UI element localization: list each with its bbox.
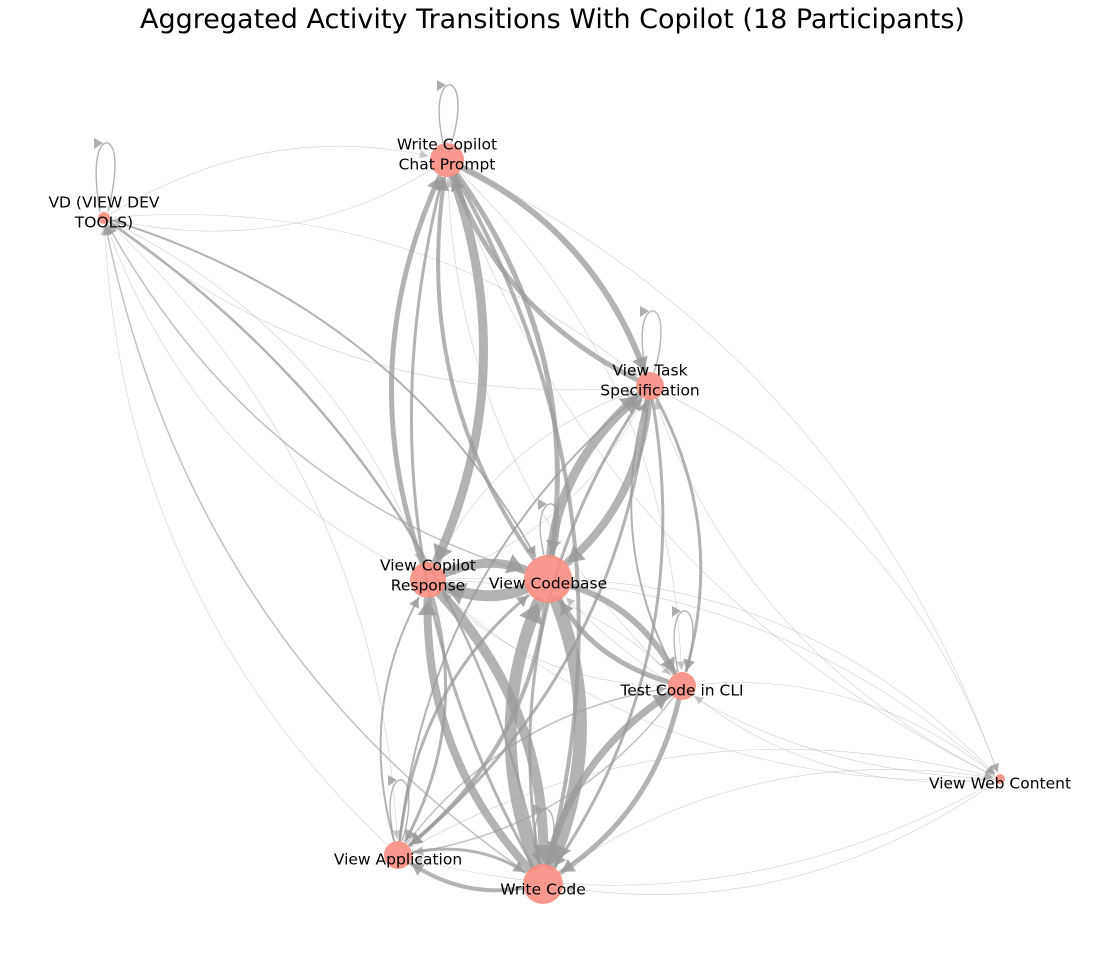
node-label-web: View Web Content: [929, 775, 1071, 793]
edge-app-to-resp: [379, 596, 420, 842]
node-label-app: View Application: [334, 851, 462, 869]
edge-resp-to-vd: [105, 225, 412, 572]
edge-app-to-vd: [100, 225, 388, 845]
nodes-layer: [98, 143, 1005, 904]
edge-write-to-app: [409, 861, 525, 893]
edge-task-to-resp: [446, 399, 644, 575]
edge-web-to-app: [413, 781, 996, 886]
self-loop-write: [533, 804, 555, 865]
edges-layer: [100, 145, 999, 895]
node-vd: [98, 212, 110, 224]
edge-resp-to-app: [404, 596, 448, 843]
edge-task-to-test: [655, 397, 703, 673]
edge-app-to-task: [398, 395, 639, 842]
node-test: [668, 672, 696, 700]
edge-task-to-write: [553, 399, 665, 868]
node-label-task-line-2: Specification: [600, 382, 700, 400]
edge-test-to-write: [558, 698, 682, 875]
edge-codebase-to-test: [568, 583, 678, 676]
self-loop-codebase: [538, 499, 560, 556]
edge-vd-to-resp: [110, 220, 423, 562]
edge-web-to-codebase: [565, 597, 995, 780]
node-app: [384, 841, 412, 869]
edge-test-to-prompt: [443, 178, 672, 676]
node-label-task-line-1: View Task: [612, 362, 687, 380]
edge-codebase-to-web: [572, 579, 996, 775]
edge-test-to-task: [630, 400, 676, 674]
edge-app-to-test: [406, 685, 667, 844]
edge-prompt-to-resp: [431, 172, 488, 567]
edge-task-to-web: [663, 392, 999, 773]
edge-web-to-test: [694, 695, 995, 783]
edge-web-to-write: [564, 782, 996, 895]
edge-vd-to-codebase: [109, 219, 537, 558]
node-codebase: [524, 555, 572, 603]
edge-resp-to-test: [446, 580, 671, 676]
node-label-test: Test Code in CLI: [619, 682, 743, 700]
node-web: [995, 774, 1005, 784]
edge-web-to-resp: [442, 592, 995, 781]
edge-app-to-codebase: [398, 594, 530, 842]
node-prompt: [430, 143, 464, 177]
edge-task-to-app: [408, 399, 650, 847]
node-label-resp-line-1: View Copilot: [380, 557, 476, 575]
edge-task-to-vd: [109, 222, 636, 391]
self-loops-layer: [94, 80, 694, 865]
edge-codebase-to-vd: [107, 224, 525, 573]
self-loop-test: [672, 606, 694, 673]
edge-test-to-app: [413, 697, 674, 856]
self-loop-prompt: [437, 80, 459, 144]
edge-prompt-to-test: [459, 172, 686, 671]
edge-vd-to-prompt: [109, 145, 429, 215]
self-loop-app: [388, 775, 410, 842]
labels-layer: Write Copilot Chat Prompt VD (VIEW DEV TOOL…: [48, 136, 1071, 899]
node-label-write: Write Code: [500, 881, 586, 899]
node-resp: [410, 562, 446, 598]
edge-write-to-codebase: [504, 597, 544, 871]
node-task: [636, 372, 664, 400]
node-label-resp-line-2: Response: [391, 577, 465, 595]
node-label-prompt-line-2: Chat Prompt: [399, 156, 496, 174]
edge-codebase-to-resp: [441, 581, 531, 605]
self-loop-task: [640, 306, 662, 373]
edge-vd-to-task: [110, 214, 638, 377]
node-label-codebase: View Codebase: [489, 575, 607, 593]
edge-prompt-to-write: [453, 173, 581, 865]
node-label-vd-line-2: TOOLS): [74, 214, 133, 232]
self-loop-vd: [94, 138, 116, 213]
edge-vd-to-write: [108, 220, 543, 864]
node-write: [523, 864, 563, 904]
edge-resp-to-task: [436, 390, 636, 564]
edge-prompt-to-task: [460, 165, 648, 374]
node-label-prompt-line-1: Write Copilot: [397, 136, 497, 154]
edge-vd-to-app: [108, 222, 402, 840]
edge-web-to-task: [654, 400, 995, 777]
edge-app-to-web: [410, 748, 994, 848]
node-label-vd-line-1: VD (VIEW DEV: [48, 194, 159, 212]
edge-prompt-to-vd: [111, 169, 432, 232]
edge-web-to-prompt: [452, 177, 995, 777]
edge-test-to-codebase: [558, 599, 671, 685]
chart-title: Aggregated Activity Transitions With Cop…: [140, 4, 965, 35]
edge-prompt-to-web: [462, 167, 999, 773]
